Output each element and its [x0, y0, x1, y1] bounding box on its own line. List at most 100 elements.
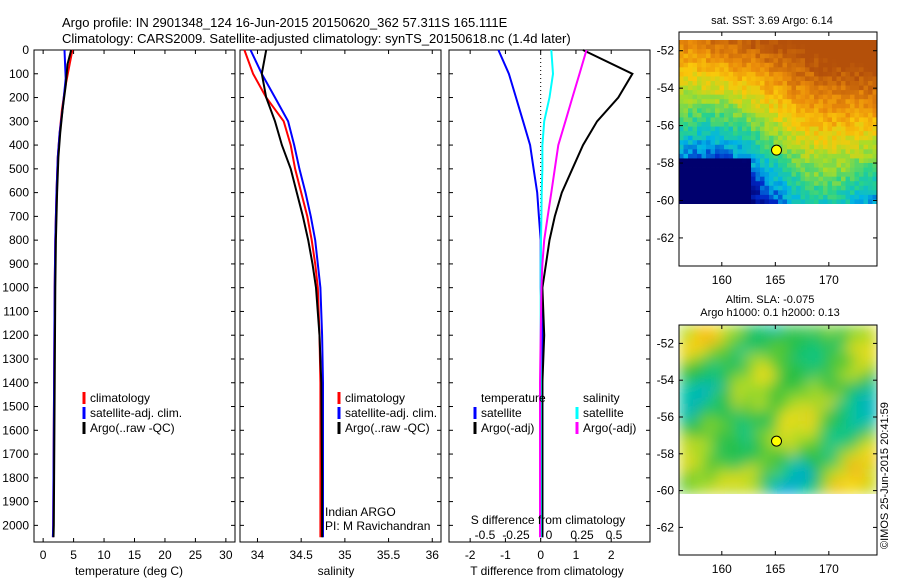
sst-cell — [755, 94, 761, 100]
sla-cell — [697, 381, 707, 392]
sst-cell — [760, 85, 765, 91]
sst-cell — [850, 163, 855, 168]
sst-cell — [823, 144, 828, 150]
sla-cell — [796, 447, 806, 457]
sla-cell — [769, 325, 779, 335]
sst-cell — [800, 58, 806, 64]
sla-cell — [868, 343, 877, 354]
sla-cell — [778, 390, 788, 401]
sla-cell — [679, 353, 689, 364]
sst-cell — [787, 90, 792, 96]
sst-cell — [827, 167, 833, 173]
sst-cell — [850, 185, 855, 191]
sst-cell — [746, 99, 752, 105]
sst-cell — [764, 53, 770, 59]
depth-tick-label: 1500 — [2, 400, 29, 414]
sst-cell — [850, 194, 855, 200]
sst-cell — [755, 140, 761, 146]
sst-cell — [818, 62, 824, 68]
sst-cell — [683, 140, 689, 146]
sst-cell — [805, 167, 810, 173]
sst-cell — [787, 103, 792, 109]
sst-cell — [854, 49, 860, 55]
sst-cell — [859, 112, 864, 118]
series-line — [539, 49, 588, 538]
sst-cell — [742, 94, 747, 100]
sla-cell — [868, 409, 877, 420]
sla-cell — [706, 334, 716, 345]
sst-cell — [809, 85, 815, 91]
sst-cell — [841, 122, 846, 127]
sst-cell — [872, 112, 877, 118]
sst-cell — [791, 181, 797, 187]
sst-cell — [836, 90, 842, 96]
sla-cell — [778, 362, 788, 373]
sst-cell — [832, 181, 837, 187]
sst-cell — [733, 94, 738, 100]
sst-cell — [809, 103, 815, 109]
sst-cell — [760, 126, 765, 132]
sst-cell — [706, 112, 711, 118]
sst-cell — [746, 67, 752, 73]
sst-cell — [805, 131, 810, 137]
sst-cell — [845, 85, 851, 91]
sst-cell — [688, 149, 693, 155]
sst-cell — [760, 158, 765, 164]
sst-cell — [710, 53, 716, 59]
sst-cell — [809, 76, 815, 82]
sst-cell — [814, 49, 819, 55]
sst-cell — [823, 181, 828, 187]
sst-cell — [719, 172, 725, 178]
sst-cell — [805, 117, 810, 123]
sst-cell — [706, 76, 711, 82]
sla-cell — [868, 325, 877, 335]
sst-cell — [773, 167, 779, 173]
sst-cell — [872, 194, 877, 200]
sst-cell — [710, 149, 716, 155]
sla-cell — [679, 362, 689, 373]
sst-cell — [800, 94, 806, 100]
sst-cell — [688, 62, 693, 68]
sst-cell — [751, 58, 756, 64]
sst-cell — [715, 62, 720, 68]
sst-cell — [796, 185, 801, 191]
sst-cell — [737, 117, 743, 123]
sst-cell — [764, 108, 770, 114]
sst-cell — [845, 108, 851, 114]
sst-cell — [746, 163, 752, 168]
legend-label-climatology: climatology — [345, 391, 405, 405]
sst-cell — [782, 140, 788, 146]
sla-cell — [805, 362, 815, 373]
sst-cell — [832, 176, 837, 182]
sst-cell — [832, 81, 837, 86]
sst-cell — [832, 131, 837, 137]
sst-cell — [760, 103, 765, 109]
sst-cell — [832, 44, 837, 50]
sst-cell — [742, 185, 747, 191]
sla-cell — [796, 418, 806, 429]
sst-cell — [737, 94, 743, 100]
sst-cell — [805, 67, 810, 73]
sst-cell — [863, 85, 869, 91]
sst-cell — [841, 158, 846, 164]
sst-cell — [782, 199, 788, 204]
sla-cell — [796, 334, 806, 345]
sst-cell — [751, 140, 756, 146]
sst-cell — [836, 163, 842, 168]
sst-cell — [872, 149, 877, 155]
sst-cell — [746, 71, 752, 77]
sla-cell — [841, 343, 851, 354]
sst-cell — [796, 149, 801, 155]
sst-cell — [854, 163, 860, 168]
sst-cell — [719, 44, 725, 50]
sst-cell — [863, 158, 869, 164]
sst-cell — [791, 126, 797, 132]
sst-cell — [710, 158, 716, 164]
sst-cell — [773, 53, 779, 59]
salinity-annotation-line-1: Indian ARGO — [325, 505, 396, 519]
sst-cell — [836, 108, 842, 114]
sst-cell — [719, 99, 725, 105]
sst-cell — [805, 172, 810, 178]
sst-cell — [692, 167, 698, 173]
sla-cell — [832, 334, 842, 345]
